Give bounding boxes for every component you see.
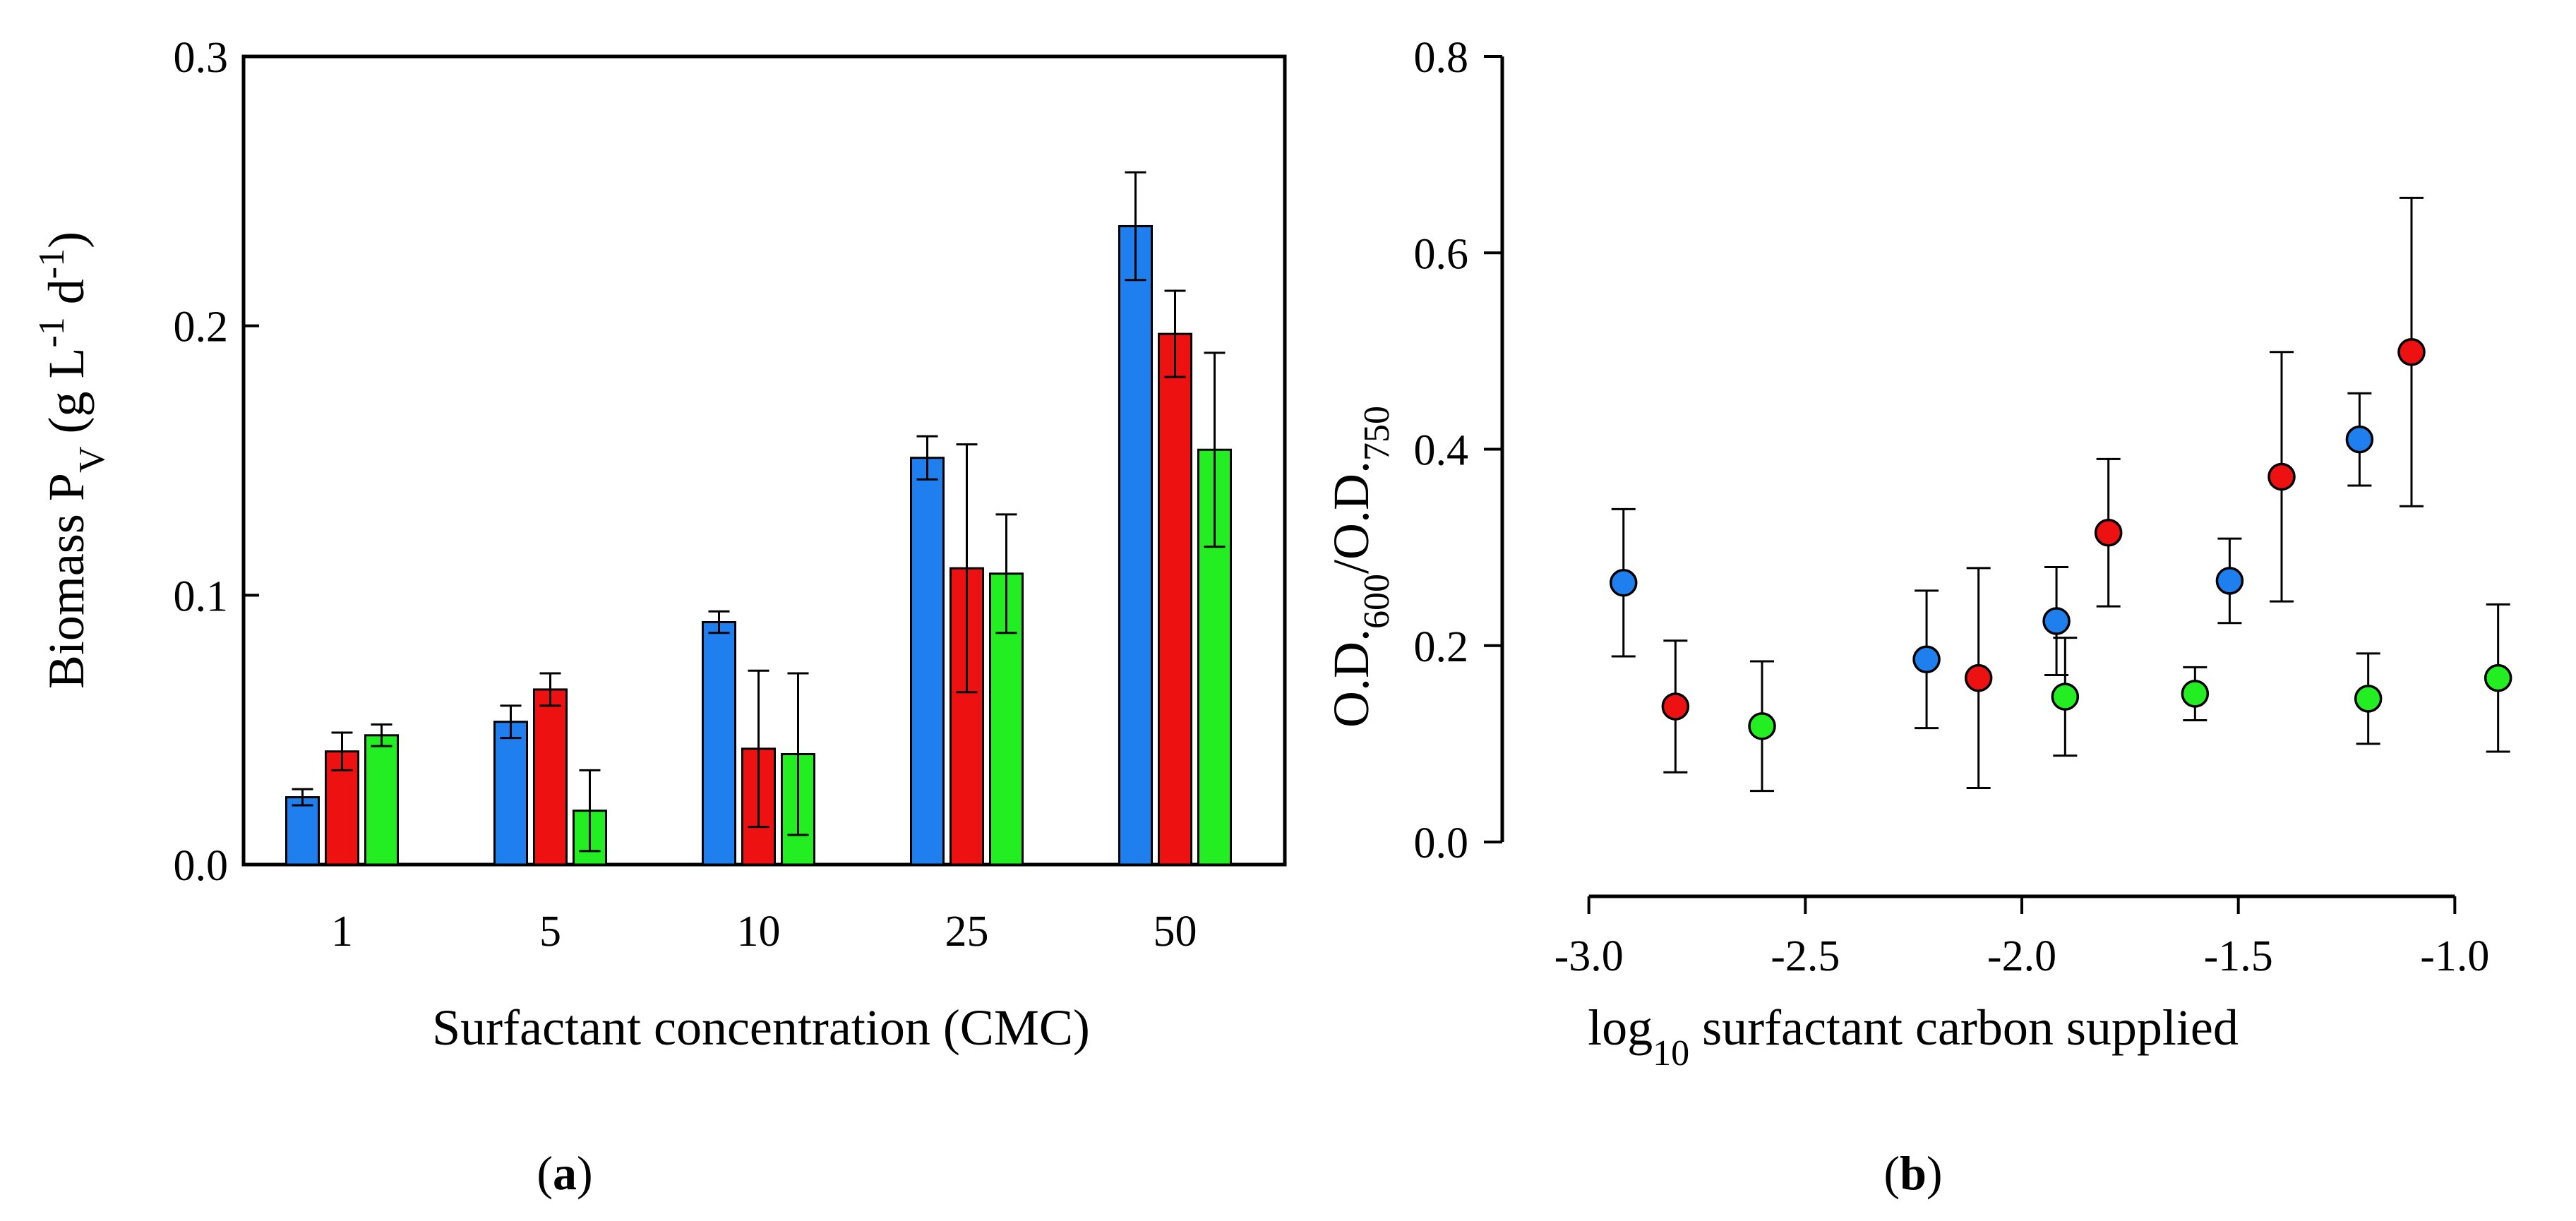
scatter-point-blue (1609, 568, 1638, 597)
scatter-point-red (2094, 519, 2123, 547)
bar-chart-y-tick-label: 0.1 (174, 572, 229, 620)
bar-blue (285, 796, 320, 866)
bar-chart-x-tick-label: 5 (539, 908, 561, 956)
scatter-point-green (2354, 685, 2383, 713)
scatter-point-green (2051, 682, 2080, 711)
scatter-x-tick-label: -1.5 (2204, 932, 2273, 980)
bar-green (1197, 448, 1232, 866)
scatter-x-tick-label: -2.5 (1771, 932, 1840, 980)
scatter-x-tick-label: -2.0 (1987, 932, 2056, 980)
bar-blue (493, 721, 528, 866)
scatter-chart-x-ticks: -3.0 -2.5 -2.0 -1.5 -1.0 (1554, 896, 2489, 980)
bar-chart-x-ticks: 1 5 10 25 50 (331, 908, 1197, 956)
scatter-chart-plot-area (1500, 56, 2512, 898)
bar-red (1158, 332, 1192, 866)
panel-label-b: (b) (1883, 1146, 1942, 1200)
bar-chart-plot-area (241, 54, 1287, 867)
bar-chart-y-axis-title: Biomass PV (g L-1 d-1) (32, 231, 112, 689)
scatter-y-tick-label: 0.2 (1414, 623, 1469, 671)
scatter-point-red (2268, 462, 2296, 491)
bar-blue (1118, 224, 1153, 866)
bar-chart-x-tick-label: 10 (737, 908, 781, 956)
scatter-point-red (2397, 338, 2426, 366)
scatter-chart-panel-b: 0.0 0.2 0.4 0.6 0.8 -3.0 -2.5 -2.0 -1.5 -1.0 O.D… (1323, 34, 2512, 1200)
scatter-point-green (2181, 680, 2210, 708)
scatter-point-blue (2345, 425, 2374, 454)
bar-chart-y-ticks: 0.0 0.1 0.2 0.3 (174, 34, 259, 890)
scatter-point-red (1661, 692, 1690, 721)
bar-blue (910, 457, 945, 866)
bar-red (533, 688, 568, 866)
bar-blue (702, 621, 736, 866)
scatter-y-tick-label: 0.4 (1414, 427, 1469, 475)
bar-green (364, 734, 399, 866)
scatter-point-blue (2042, 607, 2071, 635)
scatter-y-tick-label: 0.0 (1414, 819, 1469, 867)
panel-label-a: (a) (537, 1146, 592, 1200)
bar-chart-x-tick-label: 50 (1154, 908, 1197, 956)
scatter-y-tick-label: 0.6 (1414, 230, 1469, 278)
bar-chart-x-tick-label: 25 (945, 908, 989, 956)
bar-chart-y-tick-label: 0.3 (174, 34, 229, 82)
scatter-point-blue (1912, 645, 1941, 673)
bar-chart-y-tick-label: 0.2 (174, 303, 229, 351)
scatter-point-green (1748, 712, 1776, 740)
scatter-y-tick-label: 0.8 (1414, 34, 1469, 82)
scatter-x-tick-label: -1.0 (2420, 932, 2489, 980)
bar-chart-x-tick-label: 1 (331, 908, 353, 956)
bar-chart-y-tick-label: 0.0 (174, 842, 229, 890)
scatter-point-red (1964, 663, 1993, 692)
scatter-point-blue (2215, 567, 2244, 595)
scatter-chart-y-ticks: 0.0 0.2 0.4 0.6 0.8 (1414, 34, 1502, 867)
scatter-chart-x-axis-title: log10 surfactant carbon supplied (1588, 999, 2239, 1073)
scatter-chart-y-axis-title: O.D.600/O.D.750 (1323, 406, 1397, 728)
bar-chart-x-axis-title: Surfactant concentration (CMC) (432, 999, 1090, 1056)
scatter-point-green (2484, 663, 2512, 692)
scatter-x-tick-label: -3.0 (1554, 932, 1624, 980)
bar-chart-panel-a: 0.0 0.1 0.2 0.3 1 5 10 25 50 Biomass PV (g L-1 … (32, 34, 1287, 1200)
